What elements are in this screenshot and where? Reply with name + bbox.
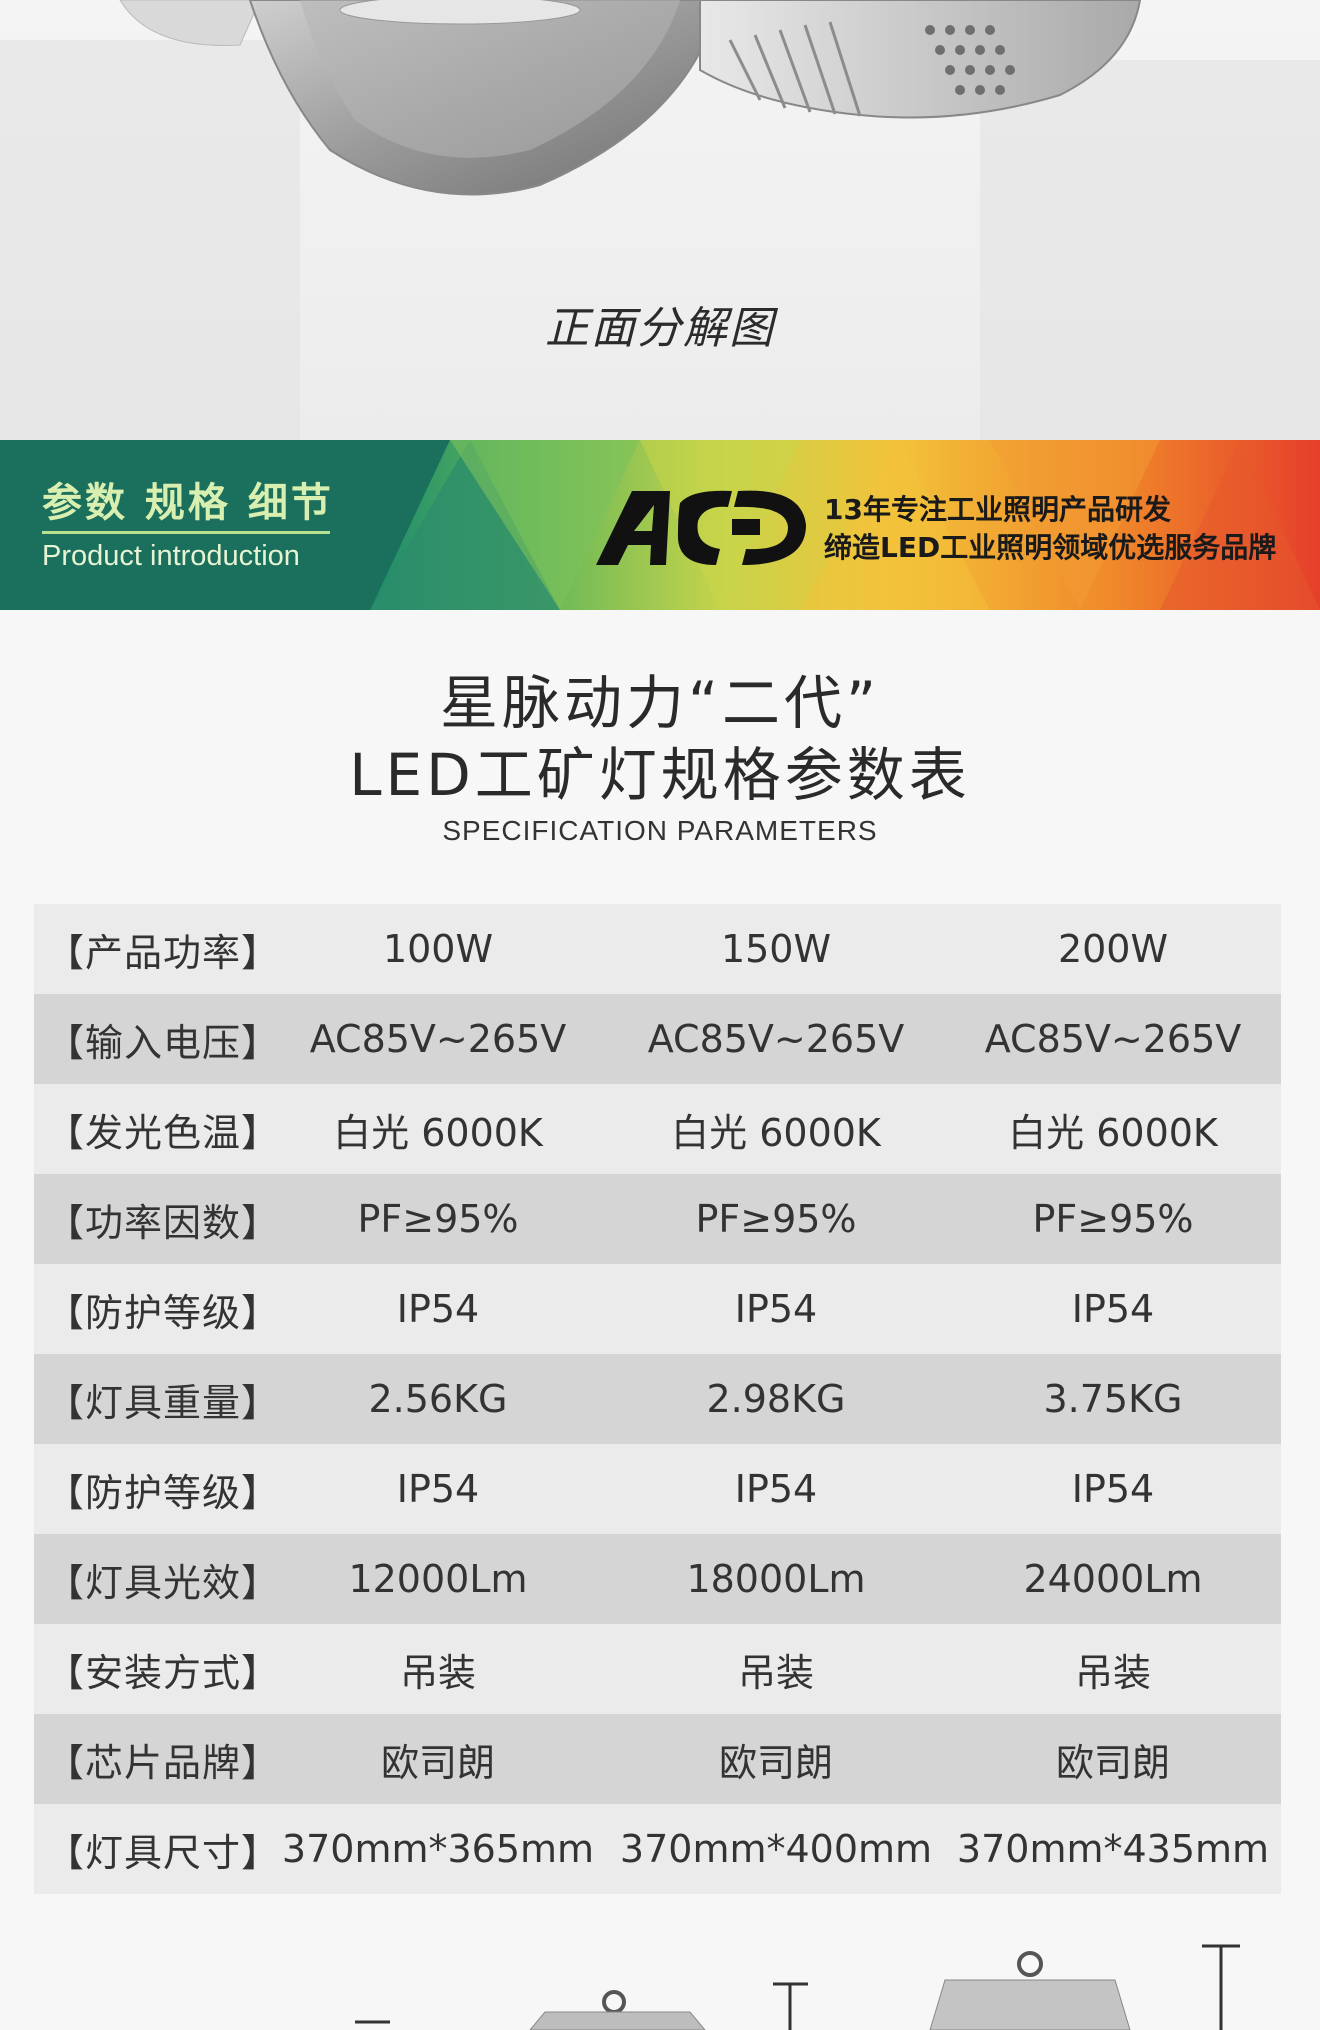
table-cell: AC85V~265V: [269, 994, 607, 1084]
banner-left-block: [0, 440, 370, 610]
table-cell: 370mm*435mm: [945, 1804, 1281, 1894]
banner-slogan-line1: 13年专注工业照明产品研发: [824, 493, 1171, 526]
table-row: 【灯具尺寸】 370mm*365mm 370mm*400mm 370mm*435…: [34, 1804, 1281, 1894]
row-label: 【功率因数】: [34, 1174, 279, 1264]
table-row: 【灯具重量】 2.56KG 2.98KG 3.75KG: [34, 1354, 1281, 1444]
table-cell: 吊装: [945, 1624, 1281, 1714]
banner-triangle-pattern: [370, 440, 1320, 610]
spec-heading-line1: 星脉动力“二代”: [439, 669, 881, 737]
table-cell: 吊装: [607, 1624, 945, 1714]
table-cell: PF≥95%: [945, 1174, 1281, 1264]
section-banner: 参数 规格 细节 Product introduction 13年专注工业照明产…: [0, 440, 1320, 610]
table-cell: 370mm*365mm: [269, 1804, 607, 1894]
table-cell: PF≥95%: [607, 1174, 945, 1264]
table-cell: 100W: [269, 904, 607, 994]
background-shelf: [980, 60, 1320, 440]
table-row: 【产品功率】 100W 150W 200W: [34, 904, 1281, 994]
banner-title-en: Product introduction: [42, 540, 300, 572]
table-cell: IP54: [607, 1264, 945, 1354]
table-cell: 欧司朗: [945, 1714, 1281, 1804]
table-cell: 白光 6000K: [607, 1084, 945, 1174]
row-label: 【安装方式】: [34, 1624, 279, 1714]
table-cell: 欧司朗: [607, 1714, 945, 1804]
row-label: 【输入电压】: [34, 994, 279, 1084]
table-cell: AC85V~265V: [607, 994, 945, 1084]
table-cell: 150W: [607, 904, 945, 994]
spec-table: 【产品功率】 100W 150W 200W 【输入电压】 AC85V~265V …: [34, 904, 1281, 1894]
banner-slogan-line2: 缔造LED工业照明领域优选服务品牌: [824, 531, 1277, 564]
table-row: 【防护等级】 IP54 IP54 IP54: [34, 1264, 1281, 1354]
exploded-view-caption: 正面分解图: [545, 303, 775, 354]
table-cell: IP54: [945, 1264, 1281, 1354]
row-label: 【灯具光效】: [34, 1534, 279, 1624]
table-cell: 吊装: [269, 1624, 607, 1714]
table-cell: 24000Lm: [945, 1534, 1281, 1624]
banner-title-cn: 参数 规格 细节: [42, 480, 334, 526]
lamp-drawing-image: [355, 1944, 1240, 2030]
table-row: 【芯片品牌】 欧司朗 欧司朗 欧司朗: [34, 1714, 1281, 1804]
hero-section: 正面分解图: [0, 0, 1320, 440]
row-label: 【产品功率】: [34, 904, 279, 994]
row-label: 【防护等级】: [34, 1444, 279, 1534]
row-label: 【防护等级】: [34, 1264, 279, 1354]
table-cell: 370mm*400mm: [607, 1804, 945, 1894]
spec-heading-subtitle: SPECIFICATION PARAMETERS: [442, 815, 878, 846]
table-cell: PF≥95%: [269, 1174, 607, 1264]
table-cell: 2.98KG: [607, 1354, 945, 1444]
spec-heading-line2: LED工矿灯规格参数表: [349, 741, 971, 809]
table-cell: IP54: [269, 1444, 607, 1534]
table-row: 【灯具光效】 12000Lm 18000Lm 24000Lm: [34, 1534, 1281, 1624]
table-cell: IP54: [607, 1444, 945, 1534]
table-cell: 白光 6000K: [269, 1084, 607, 1174]
table-cell: 18000Lm: [607, 1534, 945, 1624]
exploded-lamp-image: [119, 0, 1142, 196]
table-cell: 3.75KG: [945, 1354, 1281, 1444]
product-dimension-drawings: [0, 1900, 1320, 2030]
row-label: 【芯片品牌】: [34, 1714, 279, 1804]
table-cell: 2.56KG: [269, 1354, 607, 1444]
table-cell: 白光 6000K: [945, 1084, 1281, 1174]
table-cell: IP54: [945, 1444, 1281, 1534]
table-cell: AC85V~265V: [945, 994, 1281, 1084]
banner-divider: [42, 531, 330, 534]
table-cell: 200W: [945, 904, 1281, 994]
table-cell: IP54: [269, 1264, 607, 1354]
row-label: 【灯具尺寸】: [34, 1804, 279, 1894]
table-row: 【发光色温】 白光 6000K 白光 6000K 白光 6000K: [34, 1084, 1281, 1174]
table-row: 【输入电压】 AC85V~265V AC85V~265V AC85V~265V: [34, 994, 1281, 1084]
table-cell: 12000Lm: [269, 1534, 607, 1624]
table-row: 【防护等级】 IP54 IP54 IP54: [34, 1444, 1281, 1534]
brand-logo-icon: [596, 490, 806, 565]
table-cell: 欧司朗: [269, 1714, 607, 1804]
table-row: 【安装方式】 吊装 吊装 吊装: [34, 1624, 1281, 1714]
background-shelf: [0, 40, 300, 440]
row-label: 【发光色温】: [34, 1084, 279, 1174]
table-row: 【功率因数】 PF≥95% PF≥95% PF≥95%: [34, 1174, 1281, 1264]
row-label: 【灯具重量】: [34, 1354, 279, 1444]
